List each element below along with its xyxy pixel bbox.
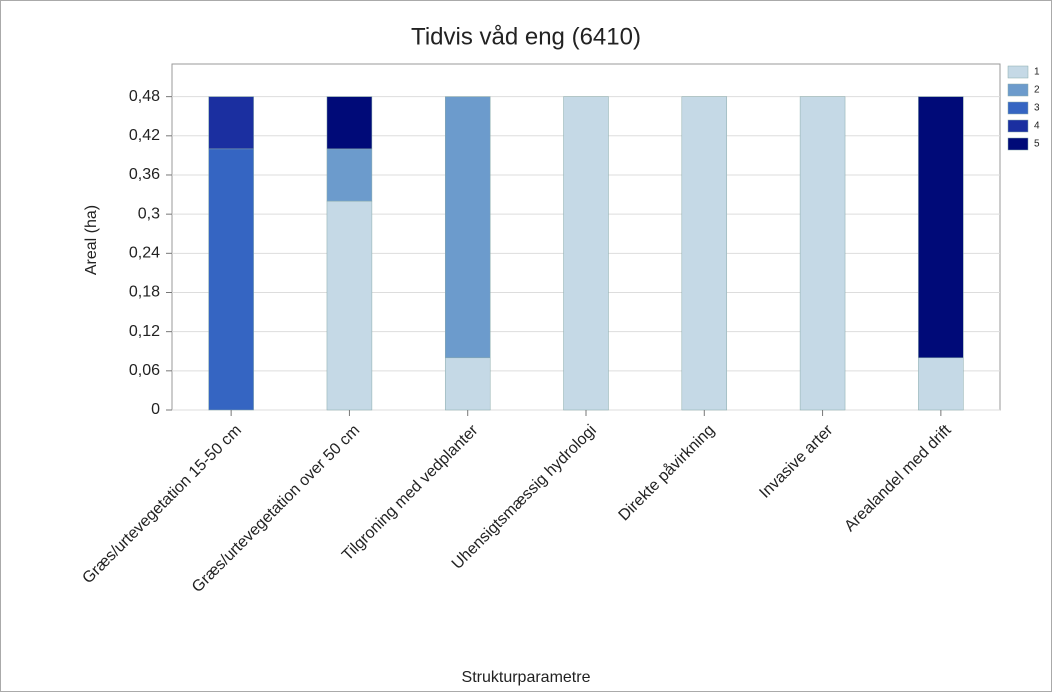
y-tick-label: 0,48 bbox=[129, 88, 160, 105]
y-tick-label: 0 bbox=[151, 401, 160, 418]
legend-swatch bbox=[1007, 119, 1029, 133]
bar-segment bbox=[681, 96, 728, 411]
bar-segment bbox=[918, 96, 964, 359]
bar-segment bbox=[444, 96, 491, 359]
legend-swatch bbox=[1007, 65, 1029, 79]
bar-segment bbox=[563, 96, 609, 411]
legend-label: 1 bbox=[1034, 67, 1040, 78]
y-tick-label: 0,12 bbox=[129, 323, 160, 340]
bar-segment bbox=[326, 148, 373, 202]
bar-segment bbox=[918, 357, 964, 411]
legend-label: 4 bbox=[1034, 121, 1040, 132]
legend-label: 2 bbox=[1034, 85, 1040, 96]
bar-segment bbox=[208, 96, 254, 150]
y-axis-label: Areal (ha) bbox=[83, 205, 100, 275]
y-tick-label: 0,36 bbox=[129, 166, 160, 183]
bar-segment bbox=[208, 148, 254, 411]
y-tick-label: 0,18 bbox=[129, 284, 160, 301]
y-tick-label: 0,42 bbox=[129, 127, 160, 144]
y-tick-label: 0,06 bbox=[129, 362, 160, 379]
chart-title: Tidvis våd eng (6410) bbox=[411, 23, 641, 50]
legend-swatch bbox=[1007, 101, 1029, 115]
bar-segment bbox=[444, 357, 491, 411]
legend-swatch bbox=[1007, 137, 1029, 151]
legend-label: 3 bbox=[1034, 103, 1040, 114]
legend-label: 5 bbox=[1034, 139, 1040, 150]
bar-segment bbox=[326, 200, 373, 411]
x-axis-label: Strukturparametre bbox=[462, 669, 591, 686]
bar-segment bbox=[326, 96, 373, 150]
y-tick-label: 0,24 bbox=[129, 245, 160, 262]
bar-segment bbox=[799, 96, 846, 411]
y-tick-label: 0,3 bbox=[138, 205, 160, 222]
legend-swatch bbox=[1007, 83, 1029, 97]
